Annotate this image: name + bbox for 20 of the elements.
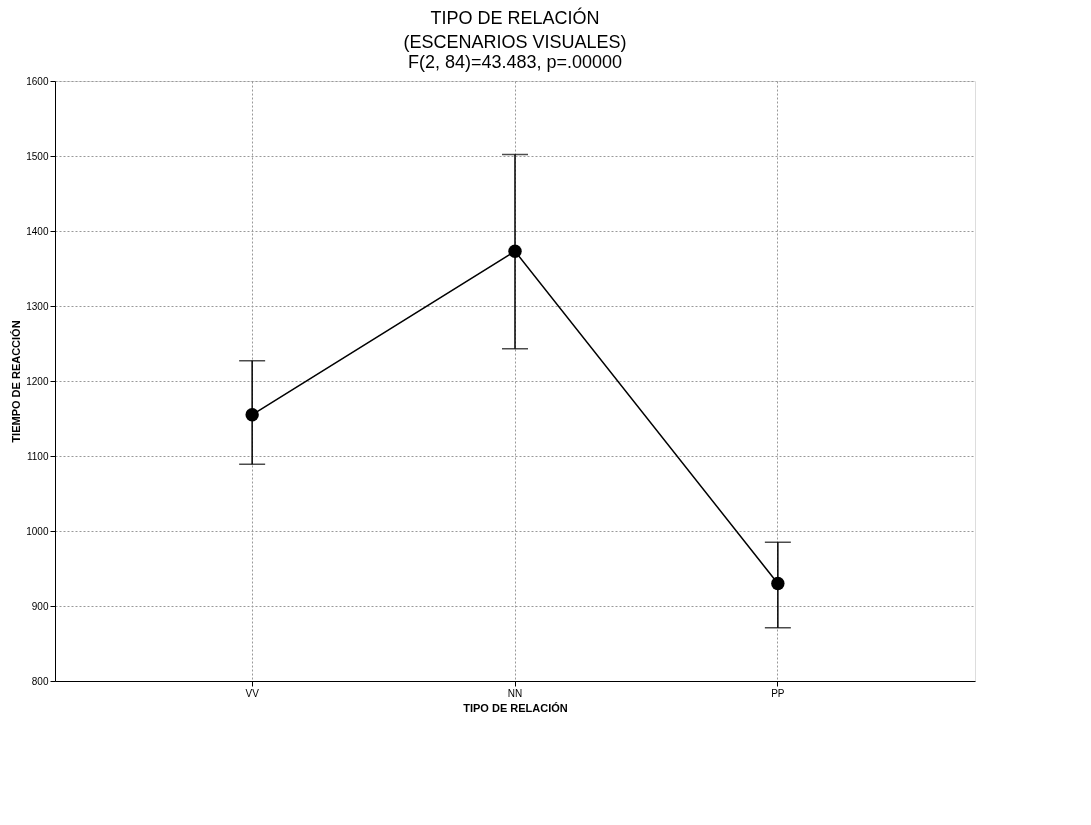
- y-tick-label: 1100: [26, 450, 49, 462]
- point: [245, 408, 259, 422]
- y-tick-label: 1200: [26, 375, 49, 387]
- x-axis-title: TIPO DE RELACIÓN: [463, 701, 568, 714]
- y-tick-label: 900: [31, 600, 49, 612]
- y-axis-title: TIEMPO DE REACCIÓN: [10, 320, 23, 443]
- chart-subtitle: (ESCENARIOS VISUALES): [403, 32, 627, 52]
- point: [771, 576, 785, 591]
- y-tick-label: 1000: [26, 525, 49, 537]
- y-tick-label: 1300: [26, 300, 49, 312]
- x-tick-label: PP: [771, 687, 785, 699]
- chart-title: TIPO DE RELACIÓN: [430, 7, 600, 28]
- y-tick-label: 1400: [26, 225, 49, 237]
- y-tick-label: 1500: [26, 150, 49, 162]
- x-tick-label: NN: [507, 687, 523, 699]
- point: [508, 244, 522, 258]
- y-tick-label: 800: [31, 675, 49, 687]
- x-tick-label: VV: [245, 687, 260, 699]
- text: F(2, 84)=43.483, p=.00000: [407, 52, 623, 72]
- y-tick-label: 1600: [26, 75, 49, 87]
